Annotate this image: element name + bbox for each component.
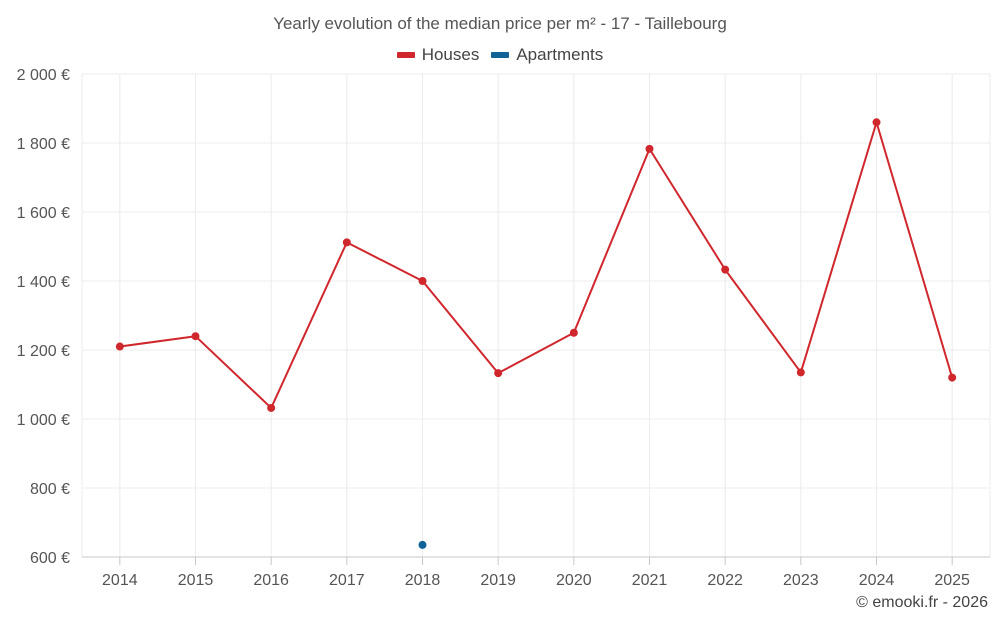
data-point-houses: [948, 373, 957, 382]
legend-swatch-houses: [396, 52, 415, 58]
x-tick-label: 2021: [632, 572, 668, 589]
legend-label-houses: Houses: [421, 45, 480, 64]
x-tick-label: 2015: [178, 572, 214, 589]
x-tick-label: 2023: [783, 572, 819, 589]
y-tick-label: 1 200 €: [17, 343, 70, 360]
data-point-houses: [569, 328, 578, 337]
x-tick-label: 2020: [556, 572, 592, 589]
x-tick-label: 2017: [329, 572, 365, 589]
x-tick-label: 2014: [102, 572, 138, 589]
y-tick-label: 600 €: [30, 550, 70, 567]
x-tick-label: 2022: [707, 572, 743, 589]
data-point-houses: [115, 342, 124, 351]
x-tick-label: 2024: [859, 572, 895, 589]
data-point-houses: [645, 144, 654, 153]
x-tick-label: 2019: [480, 572, 516, 589]
data-point-houses: [494, 369, 503, 378]
legend-label-apartments: Apartments: [516, 45, 604, 64]
data-point-houses: [267, 403, 276, 412]
y-tick-label: 1 000 €: [17, 412, 70, 429]
legend-item-apartments[interactable]: Apartments: [491, 45, 603, 65]
y-tick-label: 1 400 €: [17, 274, 70, 291]
y-tick-label: 2 000 €: [17, 67, 70, 84]
x-tick-label: 2016: [253, 572, 289, 589]
data-point-apartments: [418, 540, 427, 549]
data-point-houses: [342, 238, 351, 247]
x-tick-label: 2025: [934, 572, 970, 589]
x-tick-label: 2018: [405, 572, 441, 589]
data-point-houses: [796, 368, 805, 377]
legend-swatch-apartments: [491, 52, 510, 58]
chart-title: Yearly evolution of the median price per…: [273, 14, 727, 33]
data-point-houses: [191, 332, 200, 341]
y-tick-label: 1 800 €: [17, 136, 70, 153]
credit-text: © emooki.fr - 2026: [856, 594, 988, 611]
legend: Houses Apartments: [0, 45, 1000, 65]
data-point-houses: [721, 265, 730, 274]
y-tick-label: 1 600 €: [17, 205, 70, 222]
series-line-houses: [119, 121, 954, 409]
y-tick-label: 800 €: [30, 481, 70, 498]
data-point-houses: [418, 277, 427, 285]
legend-item-houses[interactable]: Houses: [396, 45, 480, 65]
data-point-houses: [872, 118, 881, 127]
